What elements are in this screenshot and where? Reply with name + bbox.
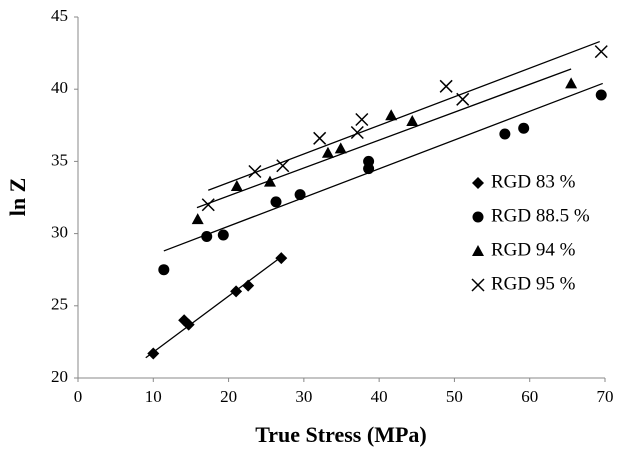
y-tick-label: 30 (51, 223, 68, 242)
marker-triangle (321, 146, 334, 158)
trend-line (196, 68, 572, 209)
marker-circle (363, 163, 375, 175)
marker-triangle (334, 142, 347, 154)
marker-diamond (230, 285, 243, 298)
legend-marker (472, 245, 484, 256)
marker-x (594, 45, 608, 59)
legend-text: RGD 83 % (491, 171, 576, 192)
x-tick-label: 30 (295, 387, 312, 406)
marker-circle (294, 189, 306, 201)
legend-marker (472, 211, 484, 223)
marker-x (350, 125, 364, 140)
marker-circle (158, 264, 170, 276)
y-tick-label: 45 (51, 6, 68, 25)
marker-circle (518, 122, 530, 134)
y-tick-label: 20 (51, 367, 68, 386)
marker-triangle (263, 175, 276, 187)
y-tick-label: 35 (51, 150, 68, 169)
marker-x (276, 159, 290, 173)
marker-triangle (385, 109, 398, 121)
x-tick-label: 20 (220, 387, 237, 406)
x-tick-label: 0 (74, 387, 83, 406)
marker-x (355, 112, 369, 127)
trend-line (163, 82, 603, 252)
marker-triangle (406, 114, 419, 126)
marker-diamond (182, 318, 195, 331)
y-tick-label: 25 (51, 295, 68, 314)
y-axis-title: ln Z (5, 178, 30, 217)
legend-text: RGD 95 % (491, 273, 576, 294)
x-tick-label: 10 (145, 387, 162, 406)
marker-diamond (275, 252, 288, 265)
marker-circle (217, 229, 229, 241)
marker-diamond (147, 347, 160, 360)
marker-diamond (242, 279, 255, 292)
legend-marker (472, 177, 484, 189)
y-tick-label: 40 (51, 78, 68, 97)
x-tick-label: 70 (597, 387, 614, 406)
x-tick-label: 50 (446, 387, 463, 406)
marker-triangle (565, 77, 578, 89)
trend-line (208, 40, 600, 191)
marker-x (248, 164, 262, 179)
trend-line (145, 254, 284, 359)
x-axis-title: True Stress (MPa) (255, 422, 426, 447)
legend-text: RGD 88.5 % (491, 205, 590, 226)
marker-triangle (230, 179, 243, 191)
marker-x (439, 79, 453, 93)
x-tick-label: 60 (521, 387, 538, 406)
marker-circle (499, 128, 511, 140)
x-tick-label: 40 (371, 387, 388, 406)
marker-x (201, 198, 215, 212)
marker-x (313, 131, 327, 145)
legend-marker (471, 278, 485, 292)
legend-text: RGD 94 % (491, 239, 576, 260)
marker-circle (201, 230, 213, 242)
marker-triangle (191, 213, 204, 225)
marker-circle (595, 89, 607, 101)
marker-circle (270, 196, 282, 208)
marker-x (456, 92, 470, 106)
